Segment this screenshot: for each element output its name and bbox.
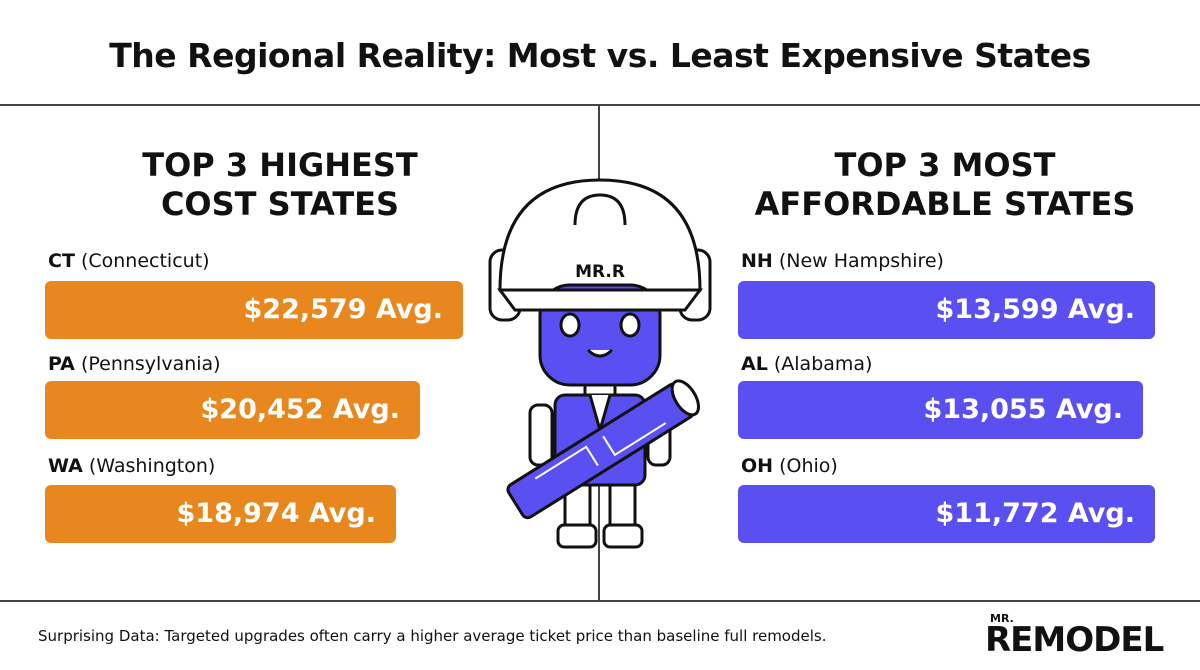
footnote: Surprising Data: Targeted upgrades often… xyxy=(38,627,827,645)
state-code: NH xyxy=(741,250,773,272)
state-code: AL xyxy=(741,353,768,375)
value-bar: $13,599 Avg. xyxy=(738,281,1155,339)
divider xyxy=(0,104,1200,106)
value-bar: $22,579 Avg. xyxy=(45,281,463,339)
state-label: AL (Alabama) xyxy=(741,353,872,375)
value-bar: $18,974 Avg. xyxy=(45,485,396,543)
state-name: (Alabama) xyxy=(773,353,873,375)
heading-line: AFFORDABLE STATES xyxy=(754,185,1136,223)
state-label: WA (Washington) xyxy=(48,455,215,477)
state-name: (Ohio) xyxy=(779,455,838,477)
state-label: PA (Pennsylvania) xyxy=(48,353,221,375)
value-bar: $20,452 Avg. xyxy=(45,381,420,439)
state-label: NH (New Hampshire) xyxy=(741,250,944,272)
section-heading: TOP 3 MOST AFFORDABLE STATES xyxy=(715,146,1175,224)
state-code: CT xyxy=(48,250,75,272)
value-bar: $11,772 Avg. xyxy=(738,485,1155,543)
state-label: OH (Ohio) xyxy=(741,455,838,477)
mascot: MR.R xyxy=(488,178,712,549)
title: The Regional Reality: Most vs. Least Exp… xyxy=(109,36,1091,75)
logo-prefix: MR. xyxy=(990,612,1014,625)
heading-line: TOP 3 MOST xyxy=(834,146,1056,184)
divider xyxy=(0,600,1200,602)
state-code: PA xyxy=(48,353,75,375)
logo: REMODEL xyxy=(985,620,1164,660)
section-heading: TOP 3 HIGHEST COST STATES xyxy=(50,146,510,224)
badge: MR.R xyxy=(575,262,625,282)
state-code: OH xyxy=(741,455,774,477)
heading-line: COST STATES xyxy=(160,185,400,223)
state-code: WA xyxy=(48,455,83,477)
state-name: (Connecticut) xyxy=(80,250,210,272)
state-name: (New Hampshire) xyxy=(778,250,944,272)
state-name: (Pennsylvania) xyxy=(80,353,221,375)
state-name: (Washington) xyxy=(88,455,216,477)
heading-line: TOP 3 HIGHEST xyxy=(142,146,418,184)
value-bar: $13,055 Avg. xyxy=(738,381,1143,439)
state-label: CT (Connecticut) xyxy=(48,250,210,272)
